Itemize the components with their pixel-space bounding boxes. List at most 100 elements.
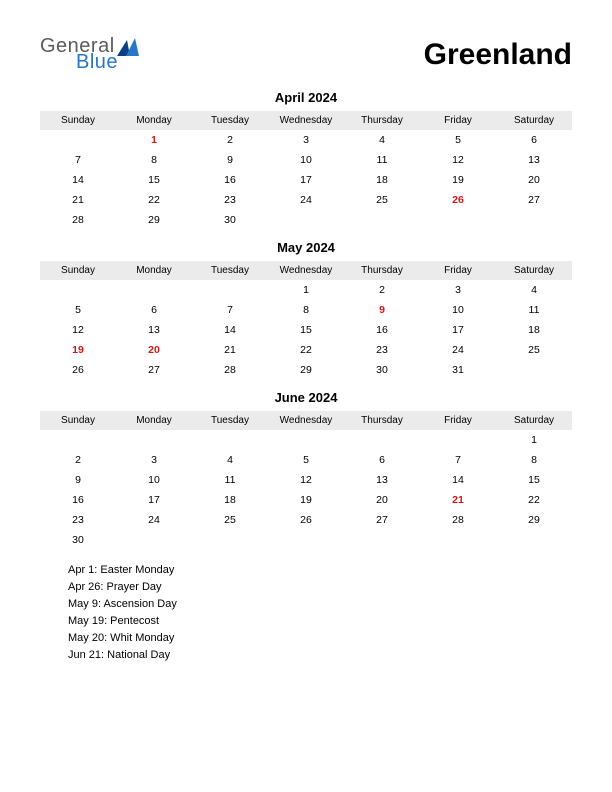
country-title: Greenland [424,38,572,72]
calendar-cell: 20 [496,170,572,190]
calendar-cell: 26 [268,510,344,530]
calendar-cell: 7 [40,150,116,170]
calendar-cell: 23 [192,190,268,210]
calendar-cell [496,210,572,230]
holiday-entry: Jun 21: National Day [68,647,572,664]
calendar-cell: 10 [420,300,496,320]
calendar-month: May 2024 SundayMondayTuesdayWednesdayThur… [40,240,572,380]
calendar-cell: 23 [344,340,420,360]
calendar-cell: 11 [496,300,572,320]
calendars-container: April 2024 SundayMondayTuesdayWednesdayTh… [40,90,572,550]
holiday-entry: May 20: Whit Monday [68,630,572,647]
calendar-cell: 6 [496,130,572,150]
calendar-cell: 15 [116,170,192,190]
calendar-cell [344,430,420,450]
calendar-cell: 5 [420,130,496,150]
calendar-cell: 22 [496,490,572,510]
calendar-cell: 14 [420,470,496,490]
calendar-cell [420,430,496,450]
calendar-cell [496,360,572,380]
weekday-header: Monday [116,261,192,280]
calendar-cell: 12 [40,320,116,340]
logo-triangles-icon [117,38,139,56]
calendar-cell: 13 [344,470,420,490]
holiday-entry: May 9: Ascension Day [68,596,572,613]
calendar-cell: 21 [192,340,268,360]
month-title: April 2024 [40,90,572,105]
calendar-cell: 26 [420,190,496,210]
calendar-row: 19202122232425 [40,340,572,360]
calendar-month: April 2024 SundayMondayTuesdayWednesdayTh… [40,90,572,230]
calendar-cell: 12 [268,470,344,490]
calendar-cell [192,430,268,450]
calendar-cell: 2 [344,280,420,300]
calendar-cell: 6 [344,450,420,470]
calendar-cell: 3 [420,280,496,300]
weekday-header: Saturday [496,261,572,280]
calendar-cell: 10 [268,150,344,170]
calendar-cell: 5 [268,450,344,470]
calendar-cell: 26 [40,360,116,380]
calendar-cell: 4 [192,450,268,470]
calendar-cell: 21 [420,490,496,510]
calendar-row: 30 [40,530,572,550]
calendar-table: SundayMondayTuesdayWednesdayThursdayFrid… [40,111,572,230]
calendar-cell: 28 [192,360,268,380]
calendar-cell: 10 [116,470,192,490]
calendar-cell: 27 [496,190,572,210]
month-title: June 2024 [40,390,572,405]
calendar-cell: 25 [496,340,572,360]
calendar-cell [40,280,116,300]
calendar-cell [116,530,192,550]
calendar-row: 1 [40,430,572,450]
calendar-month: June 2024SundayMondayTuesdayWednesdayThu… [40,390,572,550]
weekday-header: Wednesday [268,261,344,280]
calendar-cell: 22 [268,340,344,360]
calendar-cell: 20 [116,340,192,360]
calendar-cell: 14 [40,170,116,190]
calendar-cell: 30 [344,360,420,380]
calendar-cell: 25 [344,190,420,210]
calendar-cell: 9 [344,300,420,320]
calendar-cell: 19 [40,340,116,360]
weekday-header: Wednesday [268,111,344,130]
calendar-cell: 18 [496,320,572,340]
calendar-cell: 30 [192,210,268,230]
calendar-cell: 25 [192,510,268,530]
calendar-cell: 2 [40,450,116,470]
weekday-header: Tuesday [192,411,268,430]
calendar-cell: 16 [344,320,420,340]
calendar-cell: 29 [496,510,572,530]
weekday-header: Wednesday [268,411,344,430]
weekday-header: Monday [116,411,192,430]
weekday-header: Thursday [344,111,420,130]
holidays-list: Apr 1: Easter MondayApr 26: Prayer DayMa… [68,562,572,664]
holiday-entry: Apr 26: Prayer Day [68,579,572,596]
holiday-entry: Apr 1: Easter Monday [68,562,572,579]
calendar-row: 282930 [40,210,572,230]
calendar-cell: 4 [344,130,420,150]
calendar-cell [268,210,344,230]
calendar-cell [116,430,192,450]
calendar-cell: 21 [40,190,116,210]
calendar-cell: 9 [40,470,116,490]
calendar-cell: 24 [420,340,496,360]
weekday-header: Tuesday [192,111,268,130]
calendar-cell [192,280,268,300]
calendar-cell [344,210,420,230]
calendar-cell: 12 [420,150,496,170]
calendar-cell: 2 [192,130,268,150]
calendar-cell: 23 [40,510,116,530]
calendar-cell: 5 [40,300,116,320]
calendar-cell: 11 [344,150,420,170]
calendar-cell: 19 [268,490,344,510]
calendar-cell [116,280,192,300]
calendar-cell [420,210,496,230]
month-title: May 2024 [40,240,572,255]
calendar-cell: 20 [344,490,420,510]
calendar-table: SundayMondayTuesdayWednesdayThursdayFrid… [40,261,572,380]
calendar-cell: 31 [420,360,496,380]
holiday-entry: May 19: Pentecost [68,613,572,630]
calendar-cell: 7 [420,450,496,470]
calendar-cell: 13 [116,320,192,340]
